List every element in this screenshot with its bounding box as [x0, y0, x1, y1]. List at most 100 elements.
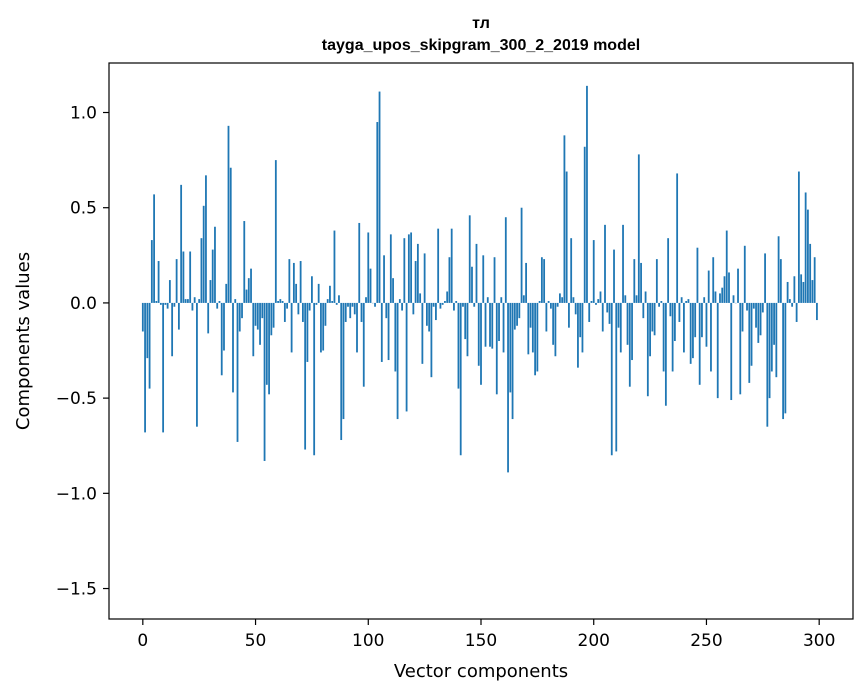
bar-67	[292, 262, 295, 303]
bar-95	[356, 302, 358, 353]
bar-173	[531, 302, 534, 353]
bar-128	[430, 302, 433, 378]
bar-276	[764, 253, 766, 303]
bar-76	[313, 302, 316, 456]
bar-199	[590, 301, 593, 303]
bar-89	[342, 302, 345, 420]
bar-214	[624, 295, 627, 303]
bar-80	[322, 302, 325, 351]
bar-221	[640, 262, 642, 303]
bar-137	[450, 228, 453, 303]
bar-172	[529, 302, 532, 328]
bar-33	[216, 302, 219, 309]
bar-37	[225, 283, 228, 303]
bar-81	[324, 302, 327, 326]
bar-0	[141, 302, 144, 332]
bar-11	[166, 302, 169, 309]
bar-25	[198, 299, 201, 303]
bar-115	[401, 302, 403, 311]
bar-59	[274, 160, 277, 303]
bar-160	[502, 302, 505, 353]
bar-1	[144, 302, 146, 433]
bar-227	[653, 302, 656, 336]
bar-222	[642, 302, 645, 319]
bar-52	[259, 302, 261, 345]
x-tick-label: 250	[690, 631, 722, 651]
bar-36	[223, 302, 225, 351]
bar-284	[782, 302, 785, 420]
bar-282	[777, 236, 780, 303]
bar-4	[150, 240, 153, 303]
bar-201	[595, 302, 597, 305]
bar-68	[295, 283, 298, 303]
x-tick-label: 200	[578, 631, 610, 651]
bar-153	[486, 297, 489, 303]
bar-182	[552, 302, 555, 345]
bar-191	[572, 297, 575, 303]
bar-236	[673, 302, 676, 341]
bar-40	[232, 302, 234, 393]
bar-70	[299, 261, 302, 303]
bar-203	[599, 291, 602, 303]
bar-120	[412, 302, 415, 315]
bar-series	[141, 85, 818, 473]
bar-126	[425, 302, 428, 326]
bar-46	[245, 289, 248, 303]
bar-55	[265, 302, 268, 385]
bar-125	[423, 253, 426, 303]
bar-56	[268, 302, 270, 395]
bar-274	[759, 302, 762, 336]
bar-21	[189, 251, 192, 303]
bar-94	[353, 302, 356, 315]
bar-286	[786, 281, 789, 303]
bar-193	[577, 302, 579, 368]
bar-34	[218, 301, 221, 303]
bar-212	[619, 302, 622, 353]
x-tick-label: 50	[245, 631, 267, 651]
bar-234	[669, 302, 672, 317]
bar-293	[802, 281, 805, 303]
bar-196	[583, 146, 586, 303]
chart-title-line-2: tayga_upos_skipgram_300_2_2019 model	[322, 37, 640, 54]
bar-165	[513, 302, 516, 330]
y-axis-label: Components values	[13, 252, 34, 430]
bar-220	[637, 154, 640, 303]
bar-156	[493, 257, 496, 303]
bar-101	[369, 268, 372, 303]
y-tick-label: −0.5	[56, 389, 97, 409]
bar-260	[728, 272, 730, 303]
bar-6	[155, 301, 158, 303]
bar-116	[403, 238, 406, 303]
bar-65	[288, 259, 291, 303]
bar-133	[441, 302, 444, 305]
bar-93	[351, 302, 354, 307]
bar-179	[545, 302, 548, 332]
bar-152	[484, 302, 487, 347]
bar-154	[489, 302, 491, 347]
bar-2	[146, 302, 149, 359]
bar-180	[547, 301, 550, 303]
bar-9	[162, 302, 165, 433]
bar-73	[306, 302, 309, 362]
bar-195	[581, 302, 584, 353]
y-tick-label: 1.0	[70, 104, 97, 124]
bar-169	[522, 295, 525, 303]
bar-106	[380, 302, 383, 362]
y-tick-label: −1.0	[56, 484, 97, 504]
bar-29	[207, 302, 210, 334]
bar-161	[504, 217, 507, 303]
bar-20	[187, 299, 189, 303]
bar-157	[495, 302, 498, 395]
bar-150	[480, 302, 482, 385]
bar-217	[631, 302, 633, 361]
bar-151	[482, 255, 485, 303]
bar-228	[655, 259, 658, 303]
bar-3	[148, 302, 151, 389]
bar-216	[628, 302, 631, 387]
bar-97	[360, 302, 363, 322]
y-tick-label: 0.0	[70, 294, 97, 314]
bar-51	[256, 302, 259, 330]
bar-265	[739, 302, 742, 395]
bar-147	[473, 302, 476, 307]
